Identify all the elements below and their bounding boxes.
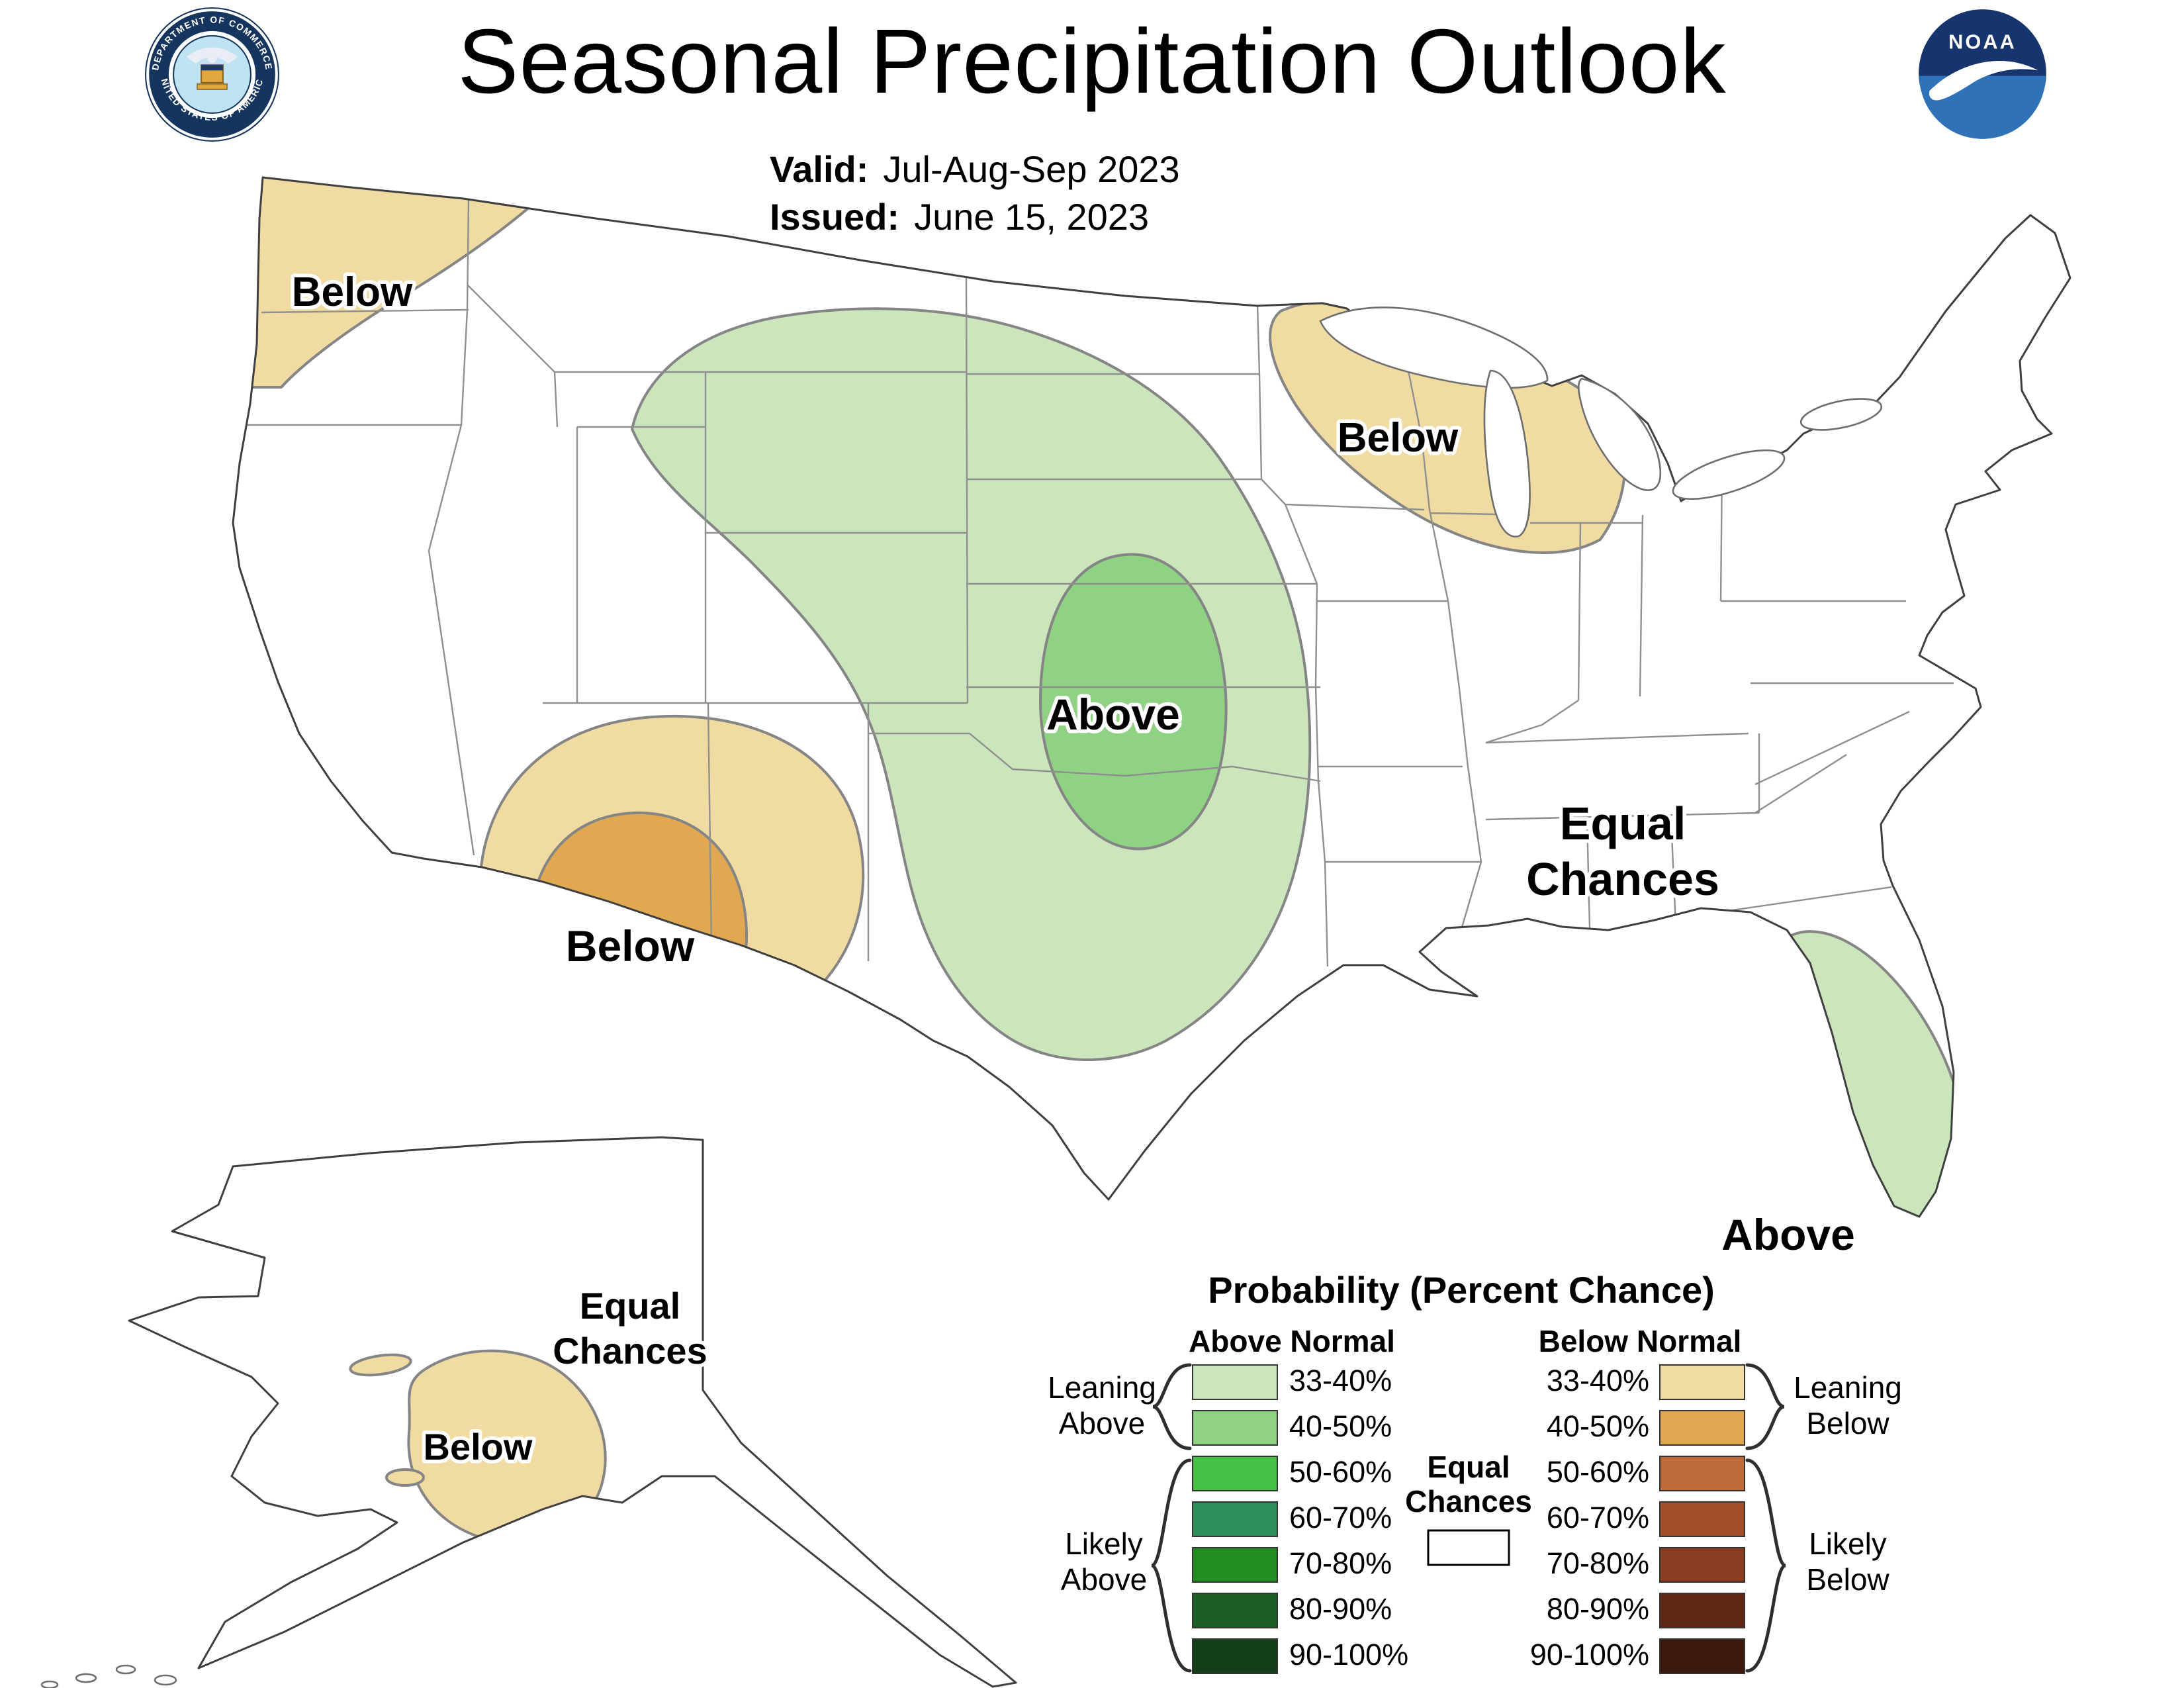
legend-range-below: 60-70% bbox=[1547, 1501, 1649, 1534]
legend-likely-above-1: Likely bbox=[1065, 1526, 1143, 1561]
legend-swatch-above-33-40 bbox=[1192, 1364, 1278, 1400]
region-central-above-outer bbox=[631, 307, 1312, 1061]
page-title: Seasonal Precipitation Outlook bbox=[457, 11, 1727, 113]
legend-range-below: 33-40% bbox=[1547, 1364, 1649, 1397]
map-label-east-equal-2: Chances bbox=[1526, 853, 1719, 905]
region-central-above-core bbox=[1039, 553, 1228, 851]
legend-range-below: 50-60% bbox=[1547, 1455, 1649, 1489]
issued-label: Issued: bbox=[770, 196, 900, 238]
legend-range-above: 33-40% bbox=[1289, 1364, 1392, 1397]
legend-leaning-above-2: Above bbox=[1059, 1406, 1145, 1440]
doc-seal-logo: DEPARTMENT OF COMMERCE UNITED STATES OF … bbox=[144, 7, 279, 142]
noaa-text: NOAA bbox=[1948, 30, 2017, 54]
legend-swatch-below-33-40 bbox=[1659, 1364, 1745, 1400]
legend-above-header: Above Normal bbox=[1189, 1324, 1395, 1358]
legend-swatch-above-70-80 bbox=[1192, 1547, 1278, 1583]
lake-superior bbox=[1319, 306, 1549, 389]
lake-ontario bbox=[1799, 398, 1883, 431]
legend-range-below: 90-100% bbox=[1530, 1638, 1649, 1671]
valid-label: Valid: bbox=[770, 148, 869, 190]
legend-swatch-below-40-50 bbox=[1659, 1410, 1745, 1446]
legend-swatch-below-70-80 bbox=[1659, 1547, 1745, 1583]
legend-swatch-above-90-100 bbox=[1192, 1638, 1278, 1674]
brace-leaning-above bbox=[1152, 1363, 1192, 1450]
lake-michigan bbox=[1483, 369, 1531, 538]
legend-equal-chances-2: Chances bbox=[1405, 1484, 1532, 1519]
legend-range-above: 60-70% bbox=[1289, 1501, 1392, 1534]
lake-huron bbox=[1577, 377, 1661, 491]
valid-value: Jul-Aug-Sep 2023 bbox=[883, 148, 1180, 190]
legend-swatch-below-60-70 bbox=[1659, 1501, 1745, 1537]
legend-swatch-below-90-100 bbox=[1659, 1638, 1745, 1674]
legend-range-above: 70-80% bbox=[1289, 1546, 1392, 1580]
map-label-florida-above: Above bbox=[1721, 1210, 1855, 1259]
legend-likely-below-1: Likely bbox=[1809, 1526, 1887, 1561]
legend-likely-above-2: Above bbox=[1061, 1562, 1147, 1597]
legend-swatch-above-60-70 bbox=[1192, 1501, 1278, 1537]
brace-leaning-below bbox=[1745, 1363, 1785, 1450]
legend-range-below: 70-80% bbox=[1547, 1546, 1649, 1580]
legend-range-above: 40-50% bbox=[1289, 1409, 1392, 1443]
legend-leaning-below-2: Below bbox=[1806, 1406, 1889, 1440]
great-lakes bbox=[1319, 306, 1883, 538]
map-label-east-equal-1: Equal bbox=[1560, 798, 1686, 849]
legend-swatch-above-80-90 bbox=[1192, 1593, 1278, 1628]
map-label-southwest-below: Below bbox=[566, 921, 695, 970]
legend-range-above: 50-60% bbox=[1289, 1455, 1392, 1489]
legend-swatch-above-50-60 bbox=[1192, 1456, 1278, 1491]
st-lawrence-island bbox=[349, 1353, 412, 1377]
region-florida-above bbox=[1758, 930, 1968, 1217]
map-label-central-above: Above bbox=[1046, 690, 1180, 739]
legend-swatch-below-50-60 bbox=[1659, 1456, 1745, 1491]
legend-title: Probability (Percent Chance) bbox=[1208, 1269, 1715, 1311]
valid-line: Valid: Jul-Aug-Sep 2023 bbox=[770, 146, 1180, 193]
map-label-alaska-equal-2: Chances bbox=[553, 1330, 707, 1372]
aleutian-islands bbox=[40, 1664, 177, 1688]
map-label-alaska-equal-1: Equal bbox=[580, 1285, 680, 1327]
lake-erie bbox=[1672, 449, 1786, 500]
legend-likely-below-2: Below bbox=[1806, 1562, 1889, 1597]
brace-likely-above bbox=[1150, 1458, 1192, 1673]
noaa-logo: NOAA bbox=[1917, 7, 2048, 139]
legend-range-below: 40-50% bbox=[1547, 1409, 1649, 1443]
valid-issued-block: Valid: Jul-Aug-Sep 2023 Issued: June 15, 2… bbox=[770, 146, 1180, 241]
legend-swatch-below-80-90 bbox=[1659, 1593, 1745, 1628]
legend-range-below: 80-90% bbox=[1547, 1592, 1649, 1626]
legend: Probability (Percent Chance) Above Norma… bbox=[1048, 1269, 1902, 1674]
map-label-great-lakes-below: Below bbox=[1338, 415, 1459, 461]
issued-value: June 15, 2023 bbox=[914, 196, 1150, 238]
legend-below-header: Below Normal bbox=[1539, 1324, 1742, 1358]
legend-swatch-equal-chances bbox=[1427, 1529, 1510, 1566]
legend-leaning-below-1: Leaning bbox=[1794, 1370, 1902, 1405]
issued-line: Issued: June 15, 2023 bbox=[770, 193, 1180, 241]
seagull-icon bbox=[1929, 61, 2038, 101]
region-pnw-below bbox=[237, 177, 554, 389]
map-label-alaska-below: Below bbox=[424, 1426, 533, 1468]
legend-range-above: 80-90% bbox=[1289, 1592, 1392, 1626]
legend-range-above: 90-100% bbox=[1289, 1638, 1408, 1671]
map-label-pnw-below: Below bbox=[292, 269, 413, 315]
brace-likely-below bbox=[1745, 1458, 1787, 1673]
nunivak-island bbox=[385, 1468, 425, 1487]
legend-equal-chances-1: Equal bbox=[1427, 1450, 1510, 1484]
legend-swatch-above-40-50 bbox=[1192, 1410, 1278, 1446]
legend-leaning-above-1: Leaning bbox=[1048, 1370, 1156, 1405]
